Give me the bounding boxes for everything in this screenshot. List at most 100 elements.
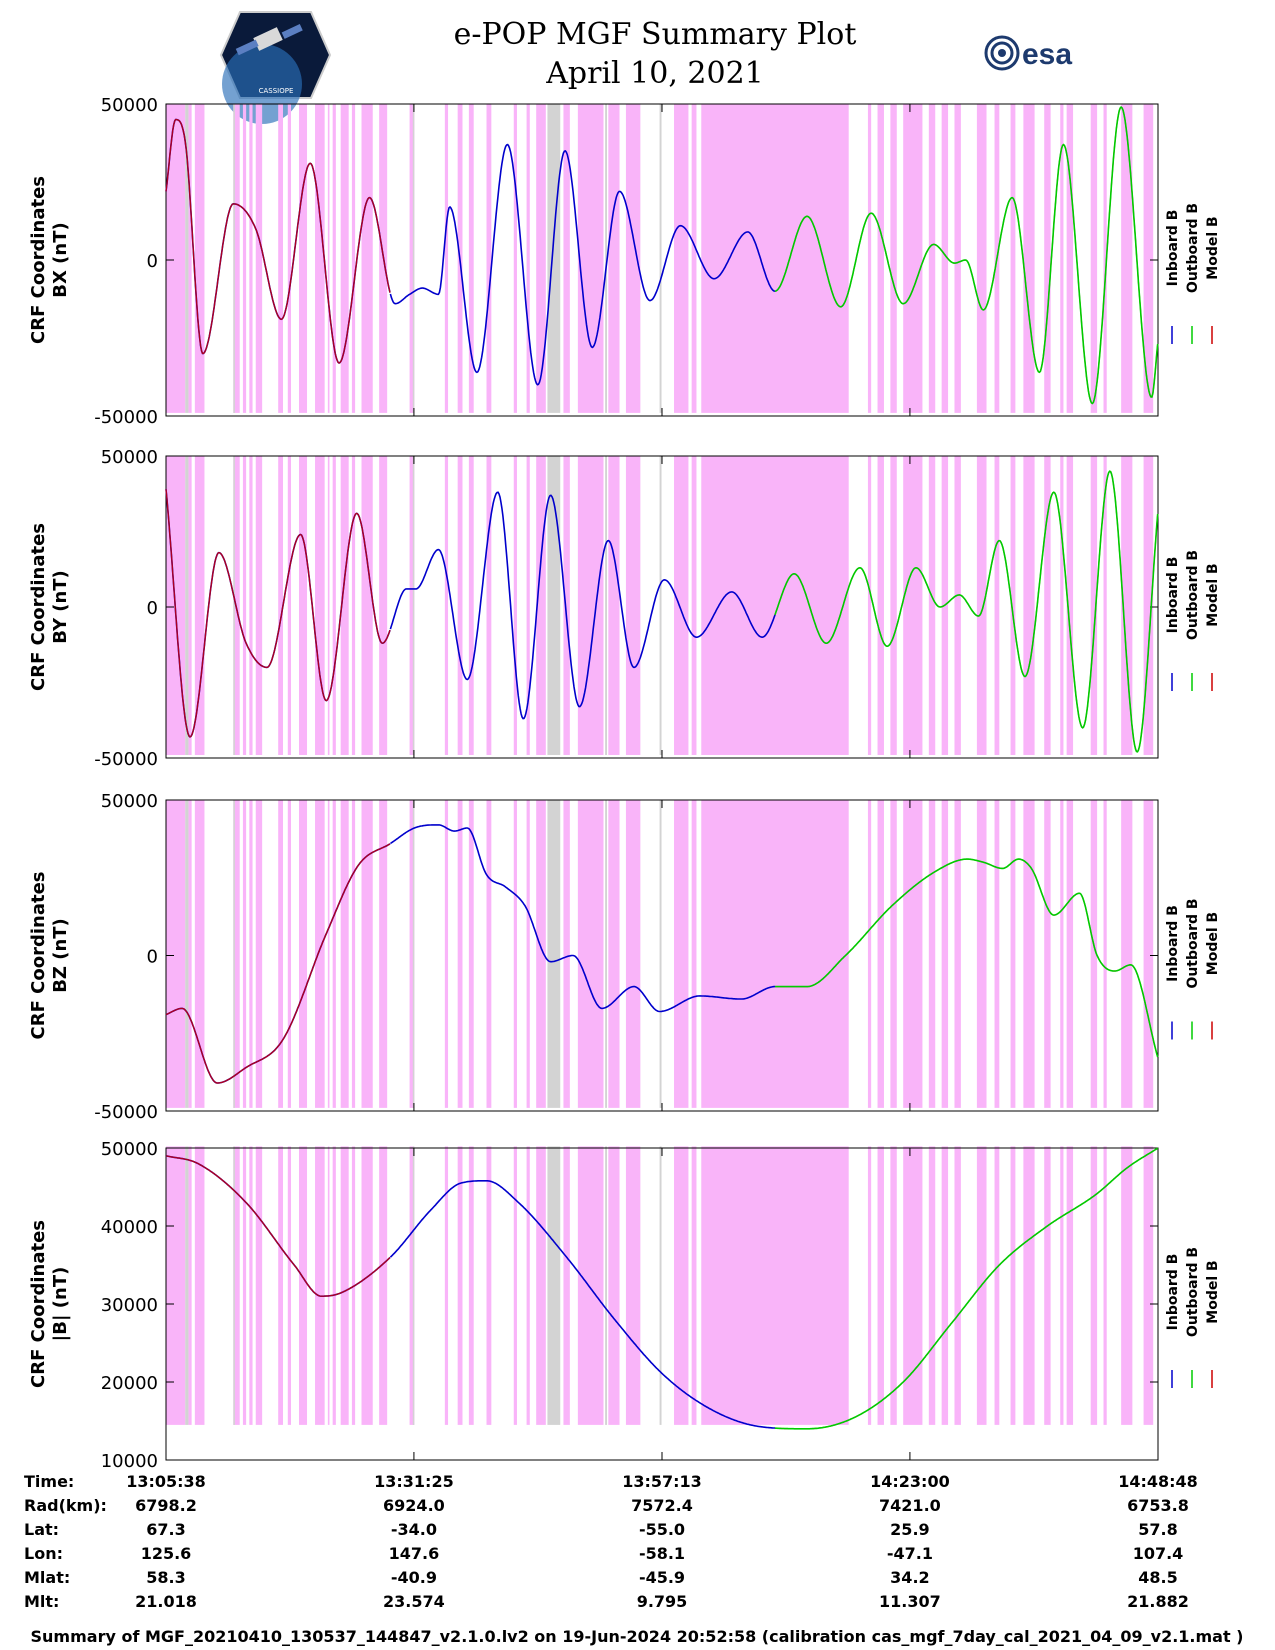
shading-band (867, 104, 872, 413)
shading-gap (659, 456, 662, 755)
shading-band (299, 1146, 308, 1425)
shading-band (1023, 800, 1035, 1108)
shading-band (867, 1146, 872, 1425)
shading-band (1103, 800, 1107, 1108)
orbit-value: -58.1 (639, 1544, 685, 1563)
shading-band (332, 104, 336, 413)
shading-gap (412, 456, 415, 755)
shading-band (526, 800, 530, 1108)
shading-band (1143, 800, 1154, 1108)
shading-gap (605, 800, 608, 1108)
y-tick-label: 0 (147, 947, 158, 968)
shading-band (194, 1146, 205, 1425)
y-axis-label: CRF CoordinatesBX (nT) (28, 176, 71, 344)
time-tick-label: 13:57:13 (622, 1472, 702, 1491)
shading-band (526, 1146, 530, 1425)
shading-band (867, 456, 872, 755)
y-axis-label-line2: BX (nT) (50, 222, 71, 297)
orbit-value: 48.5 (1138, 1568, 1177, 1587)
orbit-info-table: Time: Rad(km): Lat: Lon: Mlat: Mlt: 13:05:38 67… (24, 1472, 1198, 1611)
orbit-row-label: Lon: (24, 1544, 63, 1563)
y-axis-label-line2: BY (nT) (50, 570, 71, 644)
shading-band (278, 456, 283, 755)
inboard-b-line (389, 143, 776, 386)
shading-band (299, 456, 308, 755)
shading-gap (547, 800, 561, 1108)
shading-gap (547, 104, 561, 413)
shading-band (315, 1146, 325, 1425)
shading-band (340, 800, 349, 1108)
shading-band (577, 1146, 604, 1425)
plot-frame (165, 1147, 1159, 1461)
shading-band (625, 800, 641, 1108)
orbit-value: 9.795 (637, 1592, 688, 1611)
shading-band (444, 456, 449, 755)
shading-band (536, 1146, 546, 1425)
shading-band (608, 104, 620, 413)
shading-band (1023, 104, 1035, 413)
legend-label: Model B (1205, 563, 1221, 626)
orbit-value: 147.6 (389, 1544, 440, 1563)
shading-band (1010, 456, 1016, 755)
model-b-line (165, 1155, 391, 1297)
shading-band (242, 104, 247, 413)
legend-label: Inboard B (1165, 905, 1181, 982)
orbit-value: -34.0 (391, 1520, 437, 1539)
shading-band (315, 456, 325, 755)
shading-band (1023, 456, 1035, 755)
orbit-value: 25.9 (890, 1520, 929, 1539)
shading-gap (547, 456, 561, 755)
y-axis-label: CRF Coordinates|B| (nT) (28, 1220, 71, 1388)
shading-band (1023, 1146, 1035, 1425)
shading-band (1010, 104, 1016, 413)
shading-band (1090, 1146, 1098, 1425)
shading-gap (659, 1146, 662, 1425)
plot-frame (165, 799, 1159, 1112)
cassiope-logo-text: CASSIOPE (259, 87, 294, 95)
plot-frame (165, 103, 1159, 417)
y-axis-label-line1: CRF Coordinates (28, 1220, 49, 1388)
shading-band (1103, 1146, 1107, 1425)
shading-band (255, 456, 263, 755)
outboard-b-line (774, 1147, 1159, 1430)
inboard-b-line (389, 491, 776, 720)
time-tick-label: 14:23:00 (870, 1472, 950, 1491)
esa-logo: esa (984, 35, 1072, 71)
orbit-value: 58.3 (146, 1568, 185, 1587)
shading-band (691, 104, 697, 413)
shading-band (536, 800, 546, 1108)
shading-band (468, 800, 474, 1108)
orbit-value: 7421.0 (879, 1496, 941, 1515)
shading-band (1044, 800, 1051, 1108)
shading-band (188, 456, 192, 755)
shading-band (994, 1146, 1000, 1425)
shading-band (340, 1146, 349, 1425)
shading-gap (233, 456, 235, 755)
shading-gap (412, 800, 415, 1108)
shading-band (351, 104, 356, 413)
shading-band (299, 800, 308, 1108)
shading-band (444, 104, 449, 413)
shading-gap (185, 1146, 189, 1425)
inboard-b-line (389, 824, 775, 1013)
y-tick-label: 50000 (101, 1139, 158, 1160)
legend-label: Inboard B (1165, 1254, 1181, 1331)
shading-band (954, 456, 961, 755)
shading-band (166, 104, 186, 413)
outboard-b-line (774, 105, 1159, 405)
legend-label: Model B (1205, 912, 1221, 975)
shading-band (674, 456, 689, 755)
y-axis-label-line1: CRF Coordinates (28, 523, 49, 691)
shading-band (327, 1146, 330, 1425)
shading-gap (605, 1146, 608, 1425)
shading-band (701, 800, 849, 1108)
shading-band (526, 104, 530, 413)
shading-band (691, 1146, 697, 1425)
y-tick-label: 30000 (101, 1295, 158, 1316)
shading-band (1060, 1146, 1064, 1425)
shading-band (890, 1146, 897, 1425)
shading-band (1010, 800, 1016, 1108)
shading-band (577, 104, 604, 413)
shading-band (315, 104, 325, 413)
